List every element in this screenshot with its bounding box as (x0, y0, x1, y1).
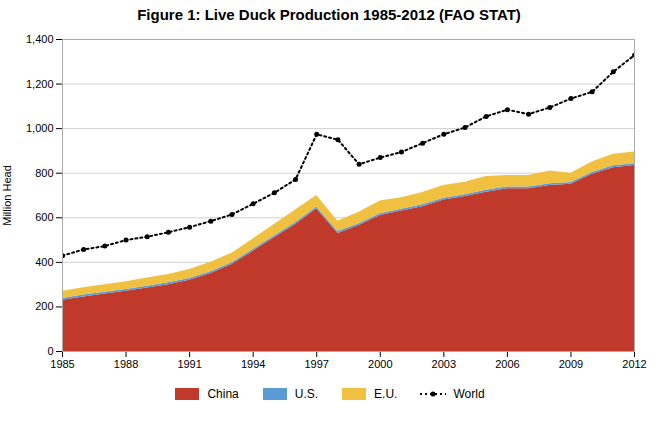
svg-text:Million Head: Million Head (1, 165, 13, 226)
svg-text:0: 0 (47, 345, 53, 357)
html-text:E.U.: E.U. (374, 387, 398, 401)
svg-text:2003: 2003 (432, 358, 456, 370)
html-text:China: China (207, 387, 239, 401)
svg-text:1994: 1994 (241, 358, 265, 370)
svg-text:200: 200 (35, 300, 53, 312)
svg-text:1985: 1985 (50, 358, 74, 370)
svg-text:600: 600 (35, 211, 53, 223)
svg-text:1988: 1988 (114, 358, 138, 370)
svg-text:2000: 2000 (368, 358, 392, 370)
svg-text:1,200: 1,200 (26, 78, 54, 90)
svg-text:2012: 2012 (622, 358, 646, 370)
svg-text:2009: 2009 (559, 358, 583, 370)
html-text:Figure 1: Live Duck Production: Figure 1: Live Duck Production 1985-2012… (137, 6, 521, 23)
svg-text:1991: 1991 (177, 358, 201, 370)
svg-text:1,400: 1,400 (26, 33, 54, 45)
svg-text:800: 800 (35, 167, 53, 179)
svg-text:2006: 2006 (495, 358, 519, 370)
svg-text:1,000: 1,000 (26, 122, 54, 134)
html-text:U.S.: U.S. (294, 387, 319, 401)
svg-text:400: 400 (35, 256, 53, 268)
html-text:World: World (453, 387, 485, 401)
svg-text:1997: 1997 (304, 358, 328, 370)
